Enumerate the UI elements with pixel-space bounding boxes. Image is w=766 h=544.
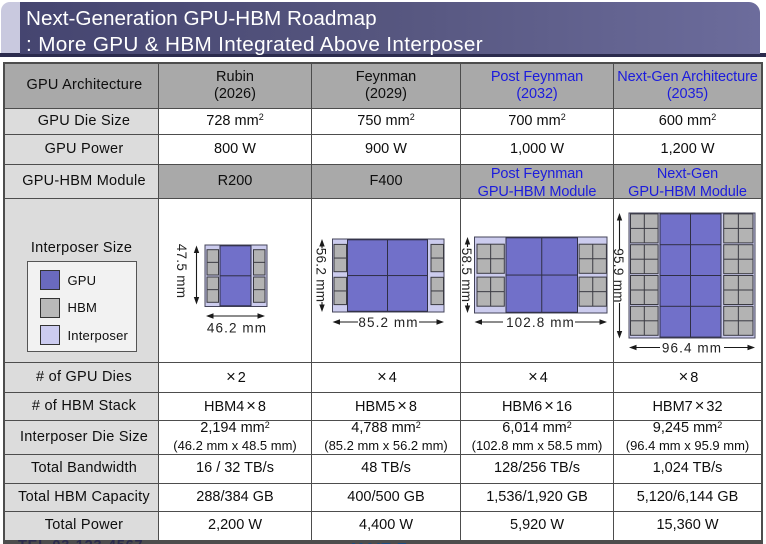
svg-text:46.2 mm: 46.2 mm <box>207 321 267 336</box>
svg-text:102.8 mm: 102.8 mm <box>506 315 575 330</box>
svg-text:47.5 mm: 47.5 mm <box>174 244 189 299</box>
svg-text:56.2 mm: 56.2 mm <box>314 248 329 303</box>
svg-text:58.5 mm: 58.5 mm <box>460 248 474 303</box>
svg-text:95.9 mm: 95.9 mm <box>612 248 626 303</box>
svg-text:96.4 mm: 96.4 mm <box>662 340 722 355</box>
svg-text:85.2 mm: 85.2 mm <box>358 315 418 330</box>
